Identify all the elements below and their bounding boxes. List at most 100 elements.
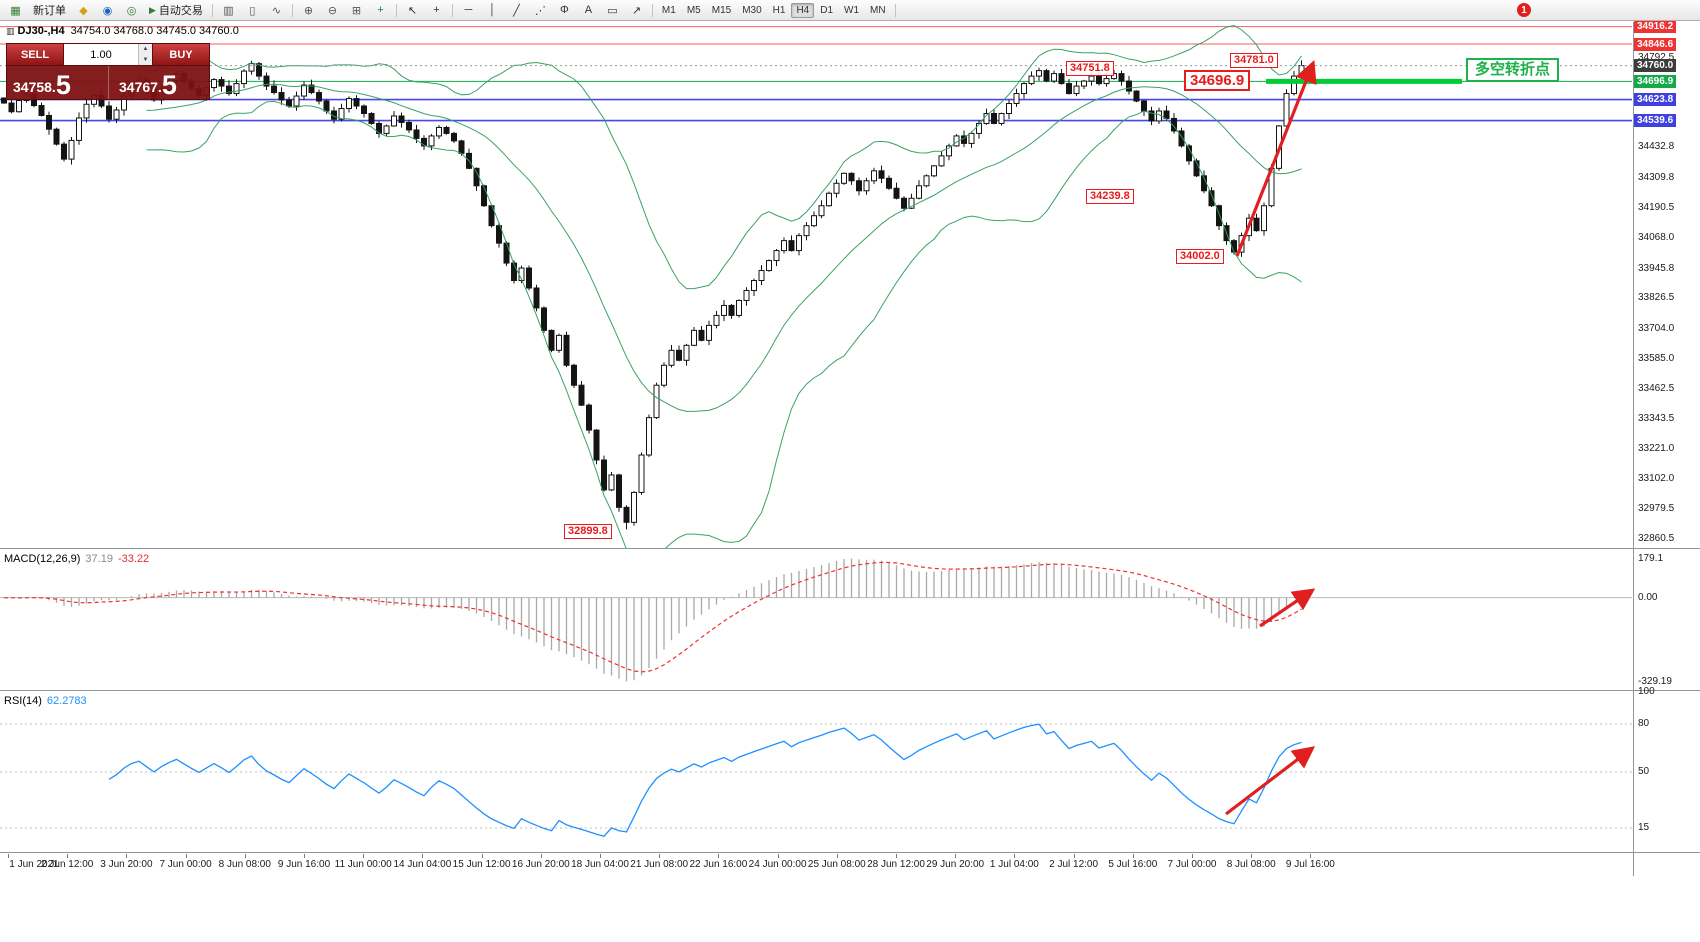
tile-windows-icon[interactable]: ⊞ [351, 4, 362, 17]
cursor-icon[interactable]: ↖ [407, 4, 418, 17]
add-indicator-icon[interactable]: + [377, 4, 384, 16]
time-label: 16 Jun 20:00 [511, 859, 570, 870]
time-label: 25 Jun 08:00 [807, 859, 866, 870]
time-label: 7 Jul 00:00 [1167, 859, 1217, 870]
toolbar-separator [894, 3, 896, 17]
horizontal-level-lines[interactable] [0, 26, 1632, 122]
trendline-icon[interactable]: ╱ [513, 4, 520, 17]
timeframe-mn[interactable]: MN [870, 4, 886, 16]
price-callout[interactable]: 34696.9 [1184, 70, 1251, 91]
zoom-in-icon[interactable]: ⊕ [303, 4, 314, 17]
timeframe-w1[interactable]: W1 [844, 4, 860, 16]
time-label: 1 Jul 04:00 [989, 859, 1039, 870]
buy-price[interactable]: 34767. 5 [108, 66, 209, 99]
time-label: 15 Jun 12:00 [452, 859, 511, 870]
line-chart-icon[interactable]: ∿ [271, 4, 282, 17]
timeframe-m5[interactable]: M5 [686, 4, 701, 16]
chart-icon: ▥ [6, 26, 15, 36]
timeframe-m1[interactable]: M1 [661, 4, 676, 16]
time-tick [1192, 854, 1193, 858]
time-tick [777, 854, 779, 858]
timeframe-m30[interactable]: M30 [742, 4, 762, 16]
time-tick [600, 854, 601, 858]
price-callout[interactable]: 34239.8 [1086, 189, 1134, 204]
macd-pane[interactable] [0, 550, 1632, 690]
channel-icon[interactable]: ⋰ [534, 4, 546, 17]
crosshair-icon[interactable]: + [433, 4, 440, 16]
price-scale-line [1633, 22, 1634, 876]
toolbar-separator [651, 3, 653, 17]
price-level-badge: 34760.0 [1634, 59, 1677, 73]
volume-field[interactable]: 1.00 ▲ ▼ [63, 44, 153, 65]
time-tick [185, 854, 187, 858]
volume-down-icon[interactable]: ▼ [139, 54, 152, 65]
macd-signal-line [3, 561, 1302, 673]
volume-up-icon[interactable]: ▲ [139, 44, 152, 55]
price-tick: 33945.8 [1638, 262, 1675, 274]
price-callout[interactable]: 32899.8 [564, 524, 612, 539]
new-chart-icon[interactable]: ▦ [10, 4, 21, 17]
time-label: 18 Jun 04:00 [571, 859, 629, 870]
candlestick-chart-icon[interactable]: ▯ [249, 4, 256, 17]
price-tick: 32860.5 [1638, 533, 1675, 545]
community-icon[interactable]: ◎ [126, 4, 137, 17]
bollinger-bands [146, 25, 1302, 548]
new-order-button[interactable]: 新订单 [33, 5, 66, 17]
price-tick: 33826.5 [1638, 292, 1675, 304]
time-tick [304, 854, 305, 858]
market-icon[interactable]: ◆ [79, 4, 88, 17]
sell-button[interactable]: SELL [7, 44, 63, 65]
time-scale-line [0, 852, 1700, 853]
time-label: 9 Jul 16:00 [1285, 859, 1335, 870]
vertical-line-icon[interactable]: │ [488, 4, 496, 16]
bar-chart-icon[interactable]: ▥ [223, 4, 234, 17]
volume-value[interactable]: 1.00 [90, 48, 112, 61]
timeframe-h4[interactable]: H4 [791, 2, 815, 18]
price-callout[interactable]: 34002.0 [1176, 249, 1224, 264]
price-level-badge: 34916.2 [1634, 20, 1677, 34]
time-label: 8 Jul 08:00 [1226, 859, 1276, 870]
pane-splitter[interactable] [0, 548, 1700, 549]
price-tick: 34432.8 [1638, 141, 1675, 153]
volume-stepper[interactable]: ▲ ▼ [138, 44, 152, 65]
price-level-badge: 34846.6 [1634, 37, 1677, 51]
horizontal-line-icon[interactable]: ─ [464, 4, 473, 16]
buy-button[interactable]: BUY [153, 44, 209, 65]
turning-point-label[interactable]: 多空转折点 [1466, 58, 1560, 82]
price-level-badge: 34623.8 [1634, 93, 1677, 107]
arrow-tool-icon[interactable]: ↗ [631, 4, 642, 17]
timeframe-d1[interactable]: D1 [820, 4, 834, 16]
notification-badge[interactable]: 1 [1517, 3, 1531, 17]
timeframe-h1[interactable]: H1 [772, 4, 786, 16]
time-label: 14 Jun 04:00 [393, 859, 452, 870]
text-label-icon[interactable]: ▭ [607, 4, 618, 17]
profile-icon[interactable]: ◉ [102, 4, 113, 17]
time-tick [363, 854, 365, 858]
price-tick: 34792.5 [1638, 51, 1675, 63]
price-chart[interactable] [0, 22, 1632, 548]
rsi-pane[interactable] [0, 692, 1632, 852]
time-label: 1 Jun 2021 [9, 859, 59, 870]
time-axis[interactable]: 1 Jun 2021 2 Jun 12:00 3 Jun 20:00 7 Jun 00… [0, 854, 1632, 876]
text-icon[interactable]: A [584, 4, 593, 16]
price-tick: 32979.5 [1638, 503, 1675, 515]
time-label: 11 Jun 00:00 [334, 859, 392, 870]
time-tick [955, 854, 957, 858]
pane-splitter[interactable] [0, 690, 1700, 691]
auto-trading-button[interactable]: ▶ 自动交易 [149, 4, 203, 18]
macd-histogram [10, 558, 1303, 682]
time-label: 2 Jul 12:00 [1049, 859, 1099, 870]
time-label: 7 Jun 00:00 [159, 859, 212, 870]
sell-price[interactable]: 34758. 5 [13, 70, 71, 100]
chart-title-ohlc: ▥ DJ30-,H4 34754.0 34768.0 34745.0 34760.0 [6, 25, 239, 37]
price-axis[interactable]: 34792.5 34432.8 34309.8 34190.5 34068.0 33945… [1634, 20, 1700, 876]
time-tick [1310, 854, 1312, 858]
timeframe-m15[interactable]: M15 [711, 4, 732, 16]
price-callout[interactable]: 34781.0 [1230, 53, 1278, 68]
fibonacci-icon[interactable]: Φ [560, 4, 569, 16]
play-icon: ▶ [149, 4, 156, 15]
price-tick: 34190.5 [1638, 201, 1675, 213]
price-callout[interactable]: 34751.8 [1066, 61, 1114, 76]
zoom-out-icon[interactable]: ⊖ [327, 4, 338, 17]
